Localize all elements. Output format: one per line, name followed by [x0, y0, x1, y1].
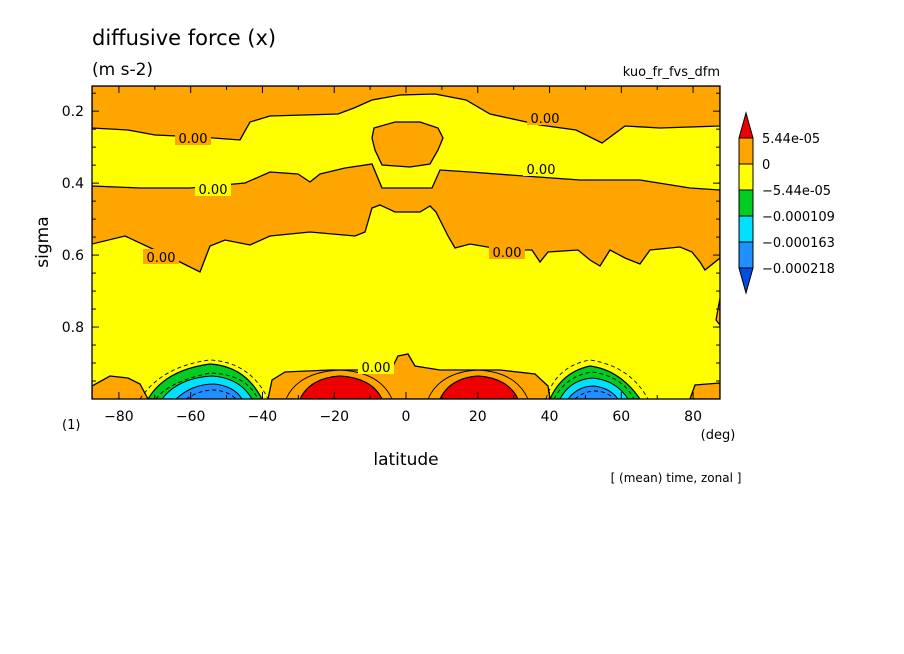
orange-band-mid	[92, 163, 720, 273]
colorbar-label: −0.000109	[762, 210, 835, 225]
colorbar-arrow-top	[738, 111, 754, 139]
colorbar-label: −0.000218	[762, 262, 835, 277]
colorbar-segment	[738, 241, 754, 269]
colorbar-label: 0	[762, 158, 770, 173]
x-tick-label: 20	[469, 409, 487, 425]
x-tick-label: −80	[104, 409, 134, 425]
run-id: kuo_fr_fvs_dfm	[623, 65, 720, 80]
x-tick-label: 0	[402, 409, 411, 425]
panel-label: (1)	[62, 418, 80, 433]
x-tick-label: −20	[319, 409, 349, 425]
colorbar-segment	[738, 137, 754, 165]
negative-region-south	[139, 359, 269, 399]
x-tick-label: 40	[541, 409, 559, 425]
orange-bubble-equator	[371, 121, 444, 168]
contour-label: 0.00	[147, 251, 176, 266]
contour-label: 0.00	[493, 246, 522, 261]
y-tick-label: 0.6	[62, 248, 84, 264]
x-tick-label: 60	[612, 409, 630, 425]
x-axis: −80 −60 −40 −20 0 20 40 60 80	[104, 86, 702, 425]
y-tick-label: 0.4	[62, 176, 84, 192]
y-axis: 0.2 0.4 0.6 0.8	[62, 92, 720, 382]
y-tick-label: 0.8	[62, 320, 84, 336]
contour-label: 0.00	[362, 361, 391, 376]
colorbar-label: 5.44e-05	[762, 132, 820, 147]
x-tick-label: −60	[176, 409, 206, 425]
colorbar: 5.44e-05 0 −5.44e-05 −0.000109 −0.000163 −0.0…	[738, 111, 835, 295]
orange-band-bottom	[92, 353, 720, 399]
positive-max-north	[427, 369, 529, 399]
colorbar-segment	[738, 189, 754, 217]
colorbar-segment	[738, 215, 754, 243]
x-axis-label: latitude	[373, 450, 438, 470]
contour-labels: 0.00 0.00 0.00 0.00 0.00 0.00 0.00	[143, 110, 563, 376]
plot-area: 0.00 0.00 0.00 0.00 0.00 0.00 0.00	[92, 86, 720, 399]
x-tick-label: 80	[684, 409, 702, 425]
footer-note: [ (mean) time, zonal ]	[611, 471, 742, 485]
negative-region-north	[545, 359, 649, 399]
contour-label: 0.00	[199, 183, 228, 198]
positive-max-south	[285, 369, 393, 399]
contour-label: 0.00	[531, 112, 560, 127]
contour-label: 0.00	[527, 163, 556, 178]
y-tick-label: 0.2	[62, 104, 84, 120]
colorbar-arrow-bottom	[738, 267, 754, 295]
chart-title: diffusive force (x)	[92, 26, 276, 50]
colorbar-label: −0.000163	[762, 236, 835, 251]
colorbar-label: −5.44e-05	[762, 184, 831, 199]
contour-label: 0.00	[179, 132, 208, 147]
y-axis-label: sigma	[33, 216, 53, 267]
x-axis-unit: (deg)	[701, 428, 736, 443]
x-tick-label: −40	[248, 409, 278, 425]
colorbar-segment	[738, 163, 754, 191]
chart-units: (m s-2)	[92, 60, 153, 80]
